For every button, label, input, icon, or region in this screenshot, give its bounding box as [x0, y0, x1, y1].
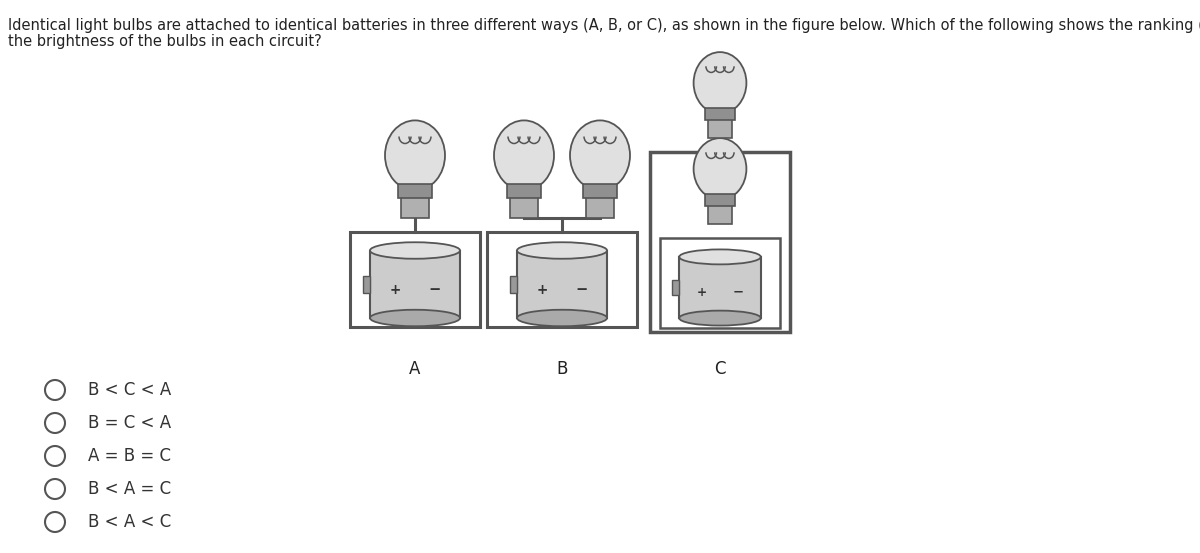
Bar	[398, 184, 432, 198]
Bar	[583, 184, 617, 198]
Text: −: −	[732, 286, 744, 299]
Circle shape	[46, 446, 65, 466]
Bar	[679, 257, 761, 318]
Text: −: −	[428, 282, 440, 297]
Ellipse shape	[385, 121, 445, 190]
Bar	[650, 152, 790, 332]
Text: C: C	[714, 360, 726, 378]
Circle shape	[46, 413, 65, 433]
Text: −: −	[576, 282, 588, 297]
Bar	[708, 205, 732, 224]
Text: the brightness of the bulbs in each circuit?: the brightness of the bulbs in each circ…	[8, 34, 322, 49]
Bar	[510, 276, 517, 293]
Circle shape	[46, 479, 65, 499]
Text: A: A	[409, 360, 421, 378]
Circle shape	[46, 512, 65, 532]
Bar	[706, 108, 734, 121]
Text: B: B	[557, 360, 568, 378]
Bar	[401, 196, 430, 218]
Text: B = C < A: B = C < A	[88, 414, 172, 432]
Bar	[487, 232, 637, 327]
Ellipse shape	[370, 310, 460, 326]
Text: A = B = C: A = B = C	[88, 447, 172, 465]
Ellipse shape	[494, 121, 554, 190]
Text: +: +	[697, 286, 707, 299]
Text: +: +	[536, 283, 548, 296]
Bar	[508, 184, 541, 198]
Bar	[517, 251, 607, 318]
Bar	[672, 280, 679, 295]
Ellipse shape	[679, 311, 761, 326]
Bar	[660, 238, 780, 328]
Ellipse shape	[694, 138, 746, 200]
Text: B < A = C: B < A = C	[88, 480, 172, 498]
Bar	[586, 196, 614, 218]
Bar	[708, 119, 732, 138]
Text: Identical light bulbs are attached to identical batteries in three different way: Identical light bulbs are attached to id…	[8, 18, 1200, 33]
Ellipse shape	[694, 52, 746, 114]
Ellipse shape	[570, 121, 630, 190]
Bar	[350, 232, 480, 327]
Ellipse shape	[370, 242, 460, 259]
Ellipse shape	[517, 310, 607, 326]
Bar	[706, 194, 734, 206]
Text: +: +	[390, 283, 401, 296]
Bar	[510, 196, 538, 218]
Ellipse shape	[679, 249, 761, 264]
Ellipse shape	[517, 242, 607, 259]
Text: B < C < A: B < C < A	[88, 381, 172, 399]
Circle shape	[46, 380, 65, 400]
Bar	[362, 276, 370, 293]
Text: B < A < C: B < A < C	[88, 513, 172, 531]
Bar	[370, 251, 460, 318]
